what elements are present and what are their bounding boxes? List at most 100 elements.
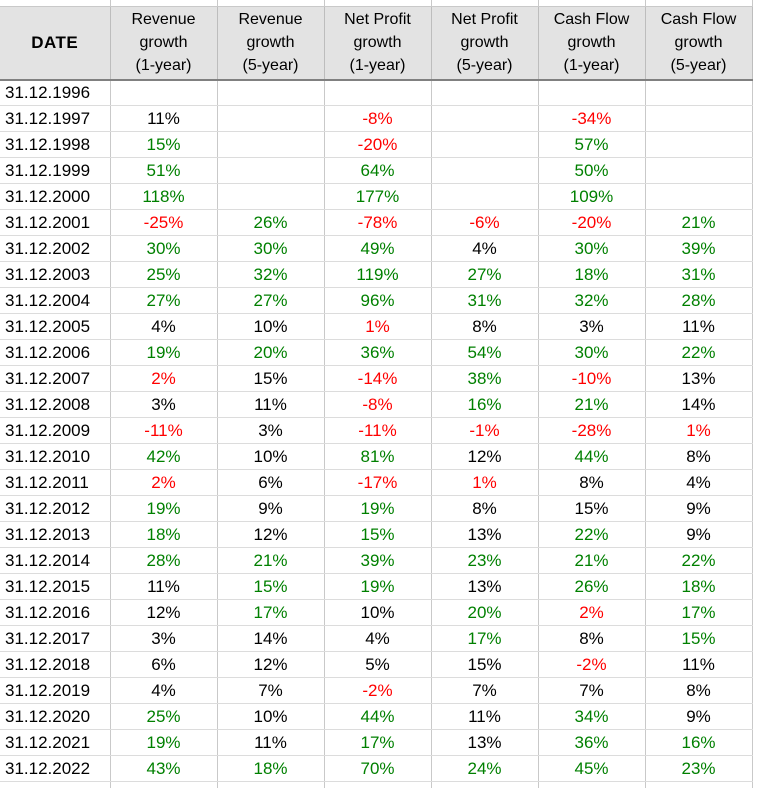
spacer-cell: [324, 0, 432, 6]
growth-value-cell: 13%: [431, 573, 539, 600]
growth-value-cell: 49%: [324, 235, 432, 262]
date-cell: 31.12.2019: [0, 677, 111, 704]
date-cell: 31.12.2021: [0, 729, 111, 756]
growth-value-cell: 11%: [217, 729, 325, 756]
growth-value-cell: 26%: [217, 209, 325, 236]
growth-value-cell: 96%: [324, 287, 432, 314]
table-row: 31.12.1997 11% -8% -34%: [0, 105, 753, 132]
growth-value-cell: -17%: [324, 469, 432, 496]
date-cell: 31.12.2005: [0, 313, 111, 340]
growth-value-cell: -25%: [110, 209, 218, 236]
growth-value-cell: 6%: [110, 651, 218, 678]
growth-value-cell: 12%: [431, 443, 539, 470]
spacer-cell: [538, 0, 646, 6]
growth-value-cell: 8%: [431, 313, 539, 340]
table-row: 31.12.2010 42% 10% 81% 12% 44% 8%: [0, 443, 753, 470]
growth-value-cell: [645, 157, 753, 184]
growth-value-cell: 4%: [110, 677, 218, 704]
growth-value-cell: 13%: [431, 521, 539, 548]
growth-value-cell: 31%: [645, 261, 753, 288]
growth-value-cell: 1%: [645, 417, 753, 444]
table-row: 31.12.2021 19% 11% 17% 13% 36% 16%: [0, 729, 753, 756]
growth-value-cell: 7%: [431, 677, 539, 704]
growth-value-cell: [110, 79, 218, 106]
growth-value-cell: [645, 131, 753, 158]
growth-value-cell: 15%: [538, 495, 646, 522]
growth-value-cell: 36%: [324, 339, 432, 366]
growth-value-cell: 18%: [645, 573, 753, 600]
date-column-header: DATE: [0, 5, 111, 81]
growth-value-cell: [431, 79, 539, 106]
table-row: 31.12.2006 19% 20% 36% 54% 30% 22%: [0, 339, 753, 366]
growth-value-cell: 9%: [645, 521, 753, 548]
growth-value-cell: 21%: [217, 547, 325, 574]
growth-value-cell: 23%: [645, 755, 753, 782]
col-header-net-profit-growth-1y: Net Profit growth (1-year): [324, 5, 432, 81]
date-cell: 31.12.2003: [0, 261, 111, 288]
table-row: 31.12.2004 27% 27% 96% 31% 32% 28%: [0, 287, 753, 314]
growth-value-cell: 17%: [431, 625, 539, 652]
growth-value-cell: 4%: [431, 235, 539, 262]
growth-value-cell: 2%: [538, 599, 646, 626]
growth-value-cell: -20%: [538, 209, 646, 236]
date-cell: 31.12.2002: [0, 235, 111, 262]
date-cell: 31.12.2011: [0, 469, 111, 496]
growth-value-cell: 11%: [110, 105, 218, 132]
growth-value-cell: 64%: [324, 157, 432, 184]
spacer-cell: [645, 781, 753, 788]
growth-value-cell: 34%: [538, 703, 646, 730]
growth-value-cell: 18%: [110, 521, 218, 548]
growth-value-cell: 3%: [110, 391, 218, 418]
growth-value-cell: 118%: [110, 183, 218, 210]
growth-value-cell: 15%: [324, 521, 432, 548]
growth-value-cell: 7%: [538, 677, 646, 704]
growth-value-cell: 81%: [324, 443, 432, 470]
date-cell: 31.12.2009: [0, 417, 111, 444]
growth-value-cell: 21%: [538, 547, 646, 574]
date-cell: 31.12.2020: [0, 703, 111, 730]
growth-value-cell: [217, 105, 325, 132]
growth-value-cell: -20%: [324, 131, 432, 158]
growth-value-cell: 13%: [431, 729, 539, 756]
growth-value-cell: -11%: [324, 417, 432, 444]
growth-value-cell: 42%: [110, 443, 218, 470]
growth-value-cell: -8%: [324, 391, 432, 418]
growth-value-cell: 28%: [110, 547, 218, 574]
growth-value-cell: [324, 79, 432, 106]
growth-value-cell: 30%: [538, 235, 646, 262]
growth-value-cell: 10%: [217, 313, 325, 340]
growth-value-cell: 27%: [431, 261, 539, 288]
growth-value-cell: 14%: [645, 391, 753, 418]
growth-value-cell: 22%: [645, 339, 753, 366]
date-cell: 31.12.1996: [0, 79, 111, 106]
date-cell: 31.12.2010: [0, 443, 111, 470]
growth-value-cell: 15%: [431, 651, 539, 678]
growth-value-cell: -11%: [110, 417, 218, 444]
table-row: 31.12.1998 15% -20% 57%: [0, 131, 753, 158]
date-cell: 31.12.2006: [0, 339, 111, 366]
growth-value-cell: 27%: [110, 287, 218, 314]
growth-value-cell: 19%: [324, 573, 432, 600]
growth-value-cell: 8%: [431, 495, 539, 522]
growth-value-cell: [431, 157, 539, 184]
growth-value-cell: 22%: [538, 521, 646, 548]
growth-value-cell: 177%: [324, 183, 432, 210]
growth-value-cell: 31%: [431, 287, 539, 314]
table-row: 31.12.2018 6% 12% 5% 15% -2% 11%: [0, 651, 753, 678]
growth-value-cell: 19%: [110, 495, 218, 522]
date-cell: 31.12.2000: [0, 183, 111, 210]
growth-value-cell: 13%: [645, 365, 753, 392]
growth-value-cell: 26%: [538, 573, 646, 600]
growth-value-cell: 39%: [645, 235, 753, 262]
top-spacer-row: [0, 0, 753, 6]
spacer-cell: [110, 0, 218, 6]
table-row: 31.12.2007 2% 15% -14% 38% -10% 13%: [0, 365, 753, 392]
growth-value-cell: [645, 183, 753, 210]
growth-value-cell: 11%: [431, 703, 539, 730]
growth-value-cell: 30%: [538, 339, 646, 366]
table-row: 31.12.2003 25% 32% 119% 27% 18% 31%: [0, 261, 753, 288]
growth-value-cell: -34%: [538, 105, 646, 132]
table-row: 31.12.1996: [0, 79, 753, 106]
date-cell: 31.12.2015: [0, 573, 111, 600]
